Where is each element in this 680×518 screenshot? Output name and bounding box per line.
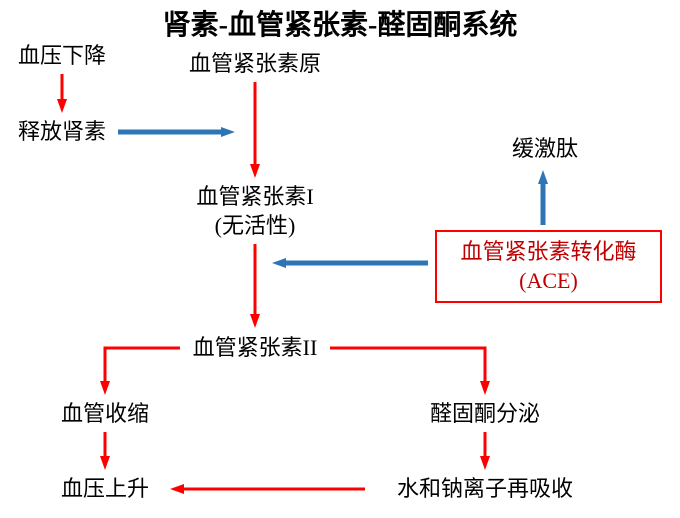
node-angio2: 血管紧张素II [180,334,330,363]
node-title: 肾素-血管紧张素-醛固酮系统 [130,8,550,44]
flowchart-stage: 肾素-血管紧张素-醛固酮系统血压下降 血管紧张素原释放肾素缓激肽血管紧张素I (无… [0,0,680,518]
node-bradykinin: 缓激肽 [490,135,600,164]
node-bp_up: 血压上升 [45,475,165,504]
node-renin: 释放肾素 [12,118,112,147]
node-ace: 血管紧张素转化酶 (ACE) [435,230,662,303]
node-angio_gen: 血管紧张素原 [175,50,335,79]
node-angio1: 血管紧张素I (无活性) [180,183,330,240]
node-aldo: 醛固酮分泌 [410,400,560,429]
node-bp_drop: 血压下降 [12,42,112,71]
node-vasoconstr: 血管收缩 [45,400,165,429]
node-na_water: 水和钠离子再吸收 [370,475,600,504]
